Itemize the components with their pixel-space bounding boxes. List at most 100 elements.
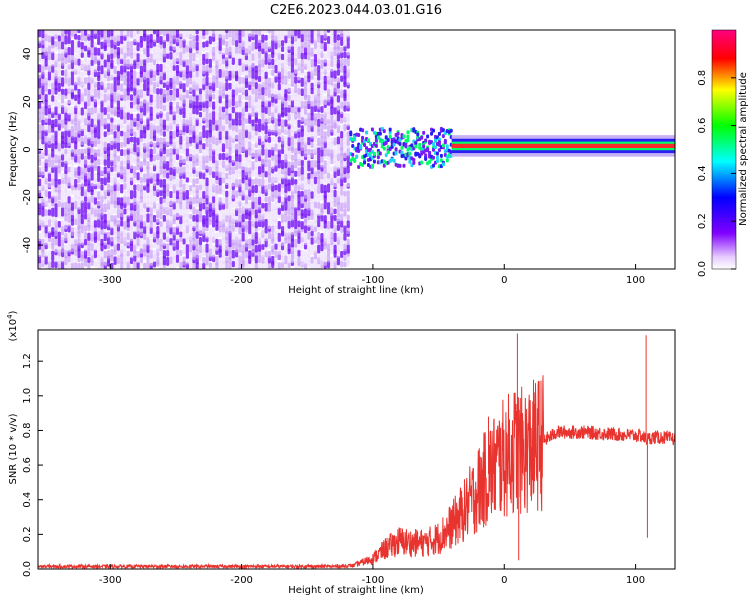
spectrogram-cell	[437, 131, 441, 136]
spectrogram-cell	[310, 142, 314, 149]
spectrogram-cell	[93, 219, 98, 228]
spectrogram-cell	[228, 220, 232, 228]
spectrogram-cell	[261, 94, 265, 102]
spectrogram-cell	[388, 134, 392, 139]
spectrogram-cell	[189, 224, 193, 233]
spectrogram-cell	[83, 185, 88, 192]
spectrogram-cell	[143, 225, 147, 234]
spectrogram-cell	[271, 69, 275, 77]
spectrogram-cell	[60, 207, 65, 217]
spectrogram-cell	[248, 153, 252, 163]
spectrogram-cell	[231, 46, 235, 53]
spectrogram-cell	[93, 149, 98, 158]
spectrogram-cell	[38, 232, 42, 242]
spectrogram-cell	[215, 238, 219, 248]
spectrogram-cell	[300, 58, 304, 66]
spectrogram-cell	[323, 106, 327, 115]
spectrogram-cell	[307, 172, 311, 180]
spectrogram-cell	[326, 233, 331, 239]
spectrogram-cell	[326, 71, 331, 81]
spectrogram-cell	[248, 76, 252, 85]
spectrogram-cell	[313, 30, 318, 35]
spectrogram-cell	[244, 47, 249, 57]
spectrogram-cell	[172, 214, 176, 222]
spectrogram-cell	[221, 160, 226, 168]
spectrogram-cell	[47, 242, 52, 249]
spectrogram-cell	[70, 76, 75, 86]
spectrogram-cell	[326, 172, 331, 179]
spectrogram-cell	[228, 238, 232, 248]
spectrogram-cell	[346, 137, 350, 146]
spectrogram-cell	[336, 182, 340, 191]
spectrogram-cell	[51, 88, 55, 96]
spectrogram-cell	[212, 135, 216, 145]
spectrogram-cell	[166, 256, 170, 266]
spectrogram-cell	[439, 153, 443, 158]
spectrogram-cell	[87, 201, 91, 210]
spectrogram-cell	[146, 131, 150, 138]
spectrogram-cell	[54, 45, 58, 52]
spectrogram-cell	[343, 184, 347, 192]
spectrogram-cell	[57, 113, 61, 120]
spectrogram-cell	[277, 195, 281, 203]
spectrogram-cell	[44, 58, 48, 67]
spectrogram-cell	[300, 159, 304, 167]
spectrogram-cell	[60, 88, 65, 95]
spectrogram-cell	[277, 207, 281, 215]
spectrogram-cell	[120, 220, 124, 227]
spectrogram-cell	[336, 136, 340, 145]
spectrogram-cell	[57, 129, 61, 138]
spectrogram-cell	[87, 130, 91, 140]
spectrogram-cell	[182, 52, 186, 62]
spectrogram-cell	[228, 70, 232, 78]
spectrogram-cell	[169, 196, 173, 206]
spectrogram-cell	[41, 87, 45, 96]
spectrogram-cell	[317, 88, 321, 97]
spectrogram-cell	[225, 221, 229, 229]
spectrogram-cell	[241, 142, 245, 153]
spectrogram-cell	[87, 183, 91, 193]
spectrogram-cell	[208, 76, 212, 87]
spectrogram-cell	[47, 94, 52, 101]
spectrogram-cell	[225, 214, 229, 223]
spectrogram-cell	[90, 71, 94, 81]
spectrogram-cell	[257, 244, 262, 252]
spectrogram-cell	[261, 30, 265, 34]
spectrogram-cell	[185, 59, 189, 66]
spectrogram-cell	[333, 189, 337, 197]
spectrogram-cell	[172, 106, 176, 116]
spectrogram-cell	[231, 57, 235, 65]
spectrogram-cell	[74, 218, 78, 226]
spectrogram-cell	[133, 214, 137, 223]
spectrogram-cell	[284, 52, 288, 62]
spectrogram-cell	[60, 244, 65, 253]
spectrogram-cell	[175, 118, 180, 127]
spectrogram-cell	[143, 173, 147, 183]
spectrogram-cell	[225, 40, 229, 48]
spectrogram-cell	[235, 33, 239, 41]
spectrogram-cell	[133, 87, 137, 96]
spectrogram-cell	[340, 260, 344, 268]
spectrogram-cell	[212, 65, 216, 72]
spectrogram-cell	[346, 196, 350, 204]
spectrogram-cell	[235, 111, 239, 121]
spectrogram-cell	[441, 162, 445, 167]
spectrogram-cell	[225, 226, 229, 235]
spectrogram-cell	[149, 160, 153, 167]
spectrogram-cell	[110, 69, 114, 78]
spectrogram-cell	[106, 75, 111, 82]
spectrogram-cell	[257, 124, 262, 133]
spectrogram-cell	[198, 237, 203, 246]
spectrogram-cell	[343, 105, 347, 112]
spectrogram-cell	[261, 129, 265, 136]
spectrogram-cell	[294, 159, 298, 169]
spectrogram-cell	[343, 196, 347, 204]
spectrogram-cell	[70, 177, 75, 187]
spectrogram-cell	[340, 40, 344, 46]
spectrogram-cell	[51, 214, 55, 222]
spectrogram-cell	[60, 58, 65, 66]
spectrogram-cell	[254, 236, 258, 245]
spectrogram-cell	[336, 232, 340, 241]
spectrogram-cell	[90, 40, 94, 48]
spectrogram-cell	[254, 201, 258, 211]
